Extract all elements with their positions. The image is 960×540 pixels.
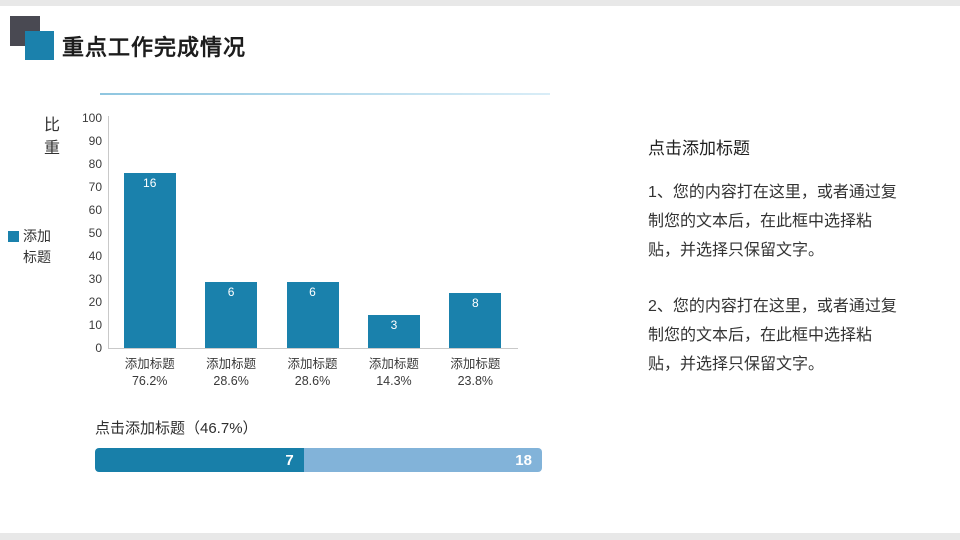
y-tick-label: 70 [88, 180, 102, 194]
category-label: 添加标题 28.6% [287, 357, 338, 388]
category-label: 添加标题 14.3% [368, 357, 419, 388]
y-tick-label: 0 [95, 341, 102, 355]
category-labels: 添加标题 76.2% 添加标题 28.6% 添加标题 28.6% 添加标题 14.3% 添加标题… [109, 356, 516, 390]
progress-segment-label: 7 [285, 451, 294, 469]
bar-value-label: 3 [390, 318, 398, 333]
chart-legend: 添加标题 [8, 226, 55, 268]
bar-slot: 3 [353, 118, 434, 348]
progress-segment: 18 [303, 448, 542, 472]
y-tick-label: 40 [88, 249, 102, 263]
right-panel-heading: 点击添加标题 [648, 139, 750, 158]
slide-top-edge [0, 0, 960, 6]
category-label: 添加标题 23.8% [450, 357, 501, 388]
bar-value-label: 6 [227, 285, 235, 300]
progress-title: 点击添加标题（46.7%） [95, 420, 258, 437]
bar-slot: 16 [109, 118, 190, 348]
legend-swatch [8, 231, 19, 242]
bar: 16 [123, 172, 176, 348]
legend-label: 添加标题 [23, 228, 51, 265]
y-tick-label: 30 [88, 272, 102, 286]
title-decoration-square-teal [25, 31, 54, 60]
bar: 3 [367, 315, 420, 348]
y-tick-label: 20 [88, 295, 102, 309]
right-panel-paragraph-1: 1、您的内容打在这里，或者通过复制您的文本后，在此框中选择粘贴，并选择只保留文字… [648, 184, 897, 259]
bar-series: 16 6 6 3 8 [109, 118, 516, 348]
right-panel-paragraph-2: 2、您的内容打在这里，或者通过复制您的文本后，在此框中选择粘贴，并选择只保留文字… [648, 298, 897, 373]
slide-title: 重点工作完成情况 [62, 35, 247, 60]
bar-value-label: 8 [471, 296, 479, 311]
header-divider-line [100, 93, 550, 95]
y-tick-label: 100 [81, 111, 102, 125]
bar: 6 [205, 282, 258, 348]
y-tick-label: 60 [88, 203, 102, 217]
progress-bar: 7 18 [95, 448, 542, 472]
progress-segment-label: 18 [515, 451, 532, 469]
bar-slot: 8 [435, 118, 516, 348]
y-tick-label: 80 [88, 157, 102, 171]
y-tick-label: 90 [88, 134, 102, 148]
y-axis-ticks: 100 90 80 70 60 50 40 30 20 10 0 [58, 112, 102, 354]
category-label: 添加标题 28.6% [206, 357, 257, 388]
y-axis-line [108, 116, 109, 349]
y-tick-label: 50 [88, 226, 102, 240]
category-label: 添加标题 76.2% [124, 357, 175, 388]
progress-segment: 7 [95, 448, 304, 472]
bar-value-label: 6 [309, 285, 316, 300]
bar-slot: 6 [190, 118, 271, 348]
bar: 6 [286, 282, 339, 348]
y-tick-label: 10 [88, 318, 102, 332]
slide-bottom-edge [0, 533, 960, 540]
x-axis-line [108, 348, 518, 349]
y-axis-title: 比重 [44, 117, 61, 157]
bar: 8 [449, 293, 502, 348]
bar-value-label: 16 [143, 175, 157, 190]
bar-slot: 6 [272, 118, 353, 348]
